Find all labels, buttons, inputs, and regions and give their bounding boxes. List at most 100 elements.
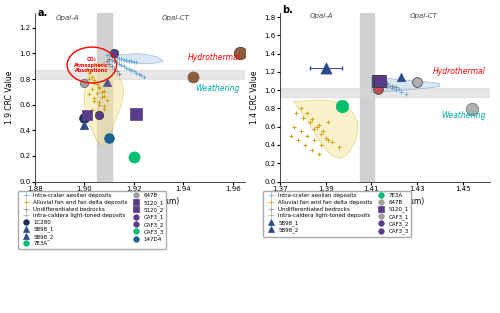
- Point: [397, 75, 405, 80]
- Text: Weathering: Weathering: [441, 111, 486, 120]
- Point: [378, 82, 386, 87]
- Point: [130, 69, 138, 74]
- Point: [374, 77, 382, 82]
- Point: [100, 106, 108, 111]
- Point: [93, 111, 101, 116]
- Point: [378, 80, 386, 85]
- Point: [128, 59, 136, 64]
- Point: [95, 85, 103, 90]
- Text: Opal-CT: Opal-CT: [410, 13, 438, 19]
- Point: [328, 140, 336, 145]
- Point: [112, 55, 120, 60]
- Point: [322, 135, 330, 140]
- Point: [304, 133, 312, 138]
- Point: [110, 51, 118, 56]
- Point: [301, 142, 309, 147]
- Point: [118, 63, 126, 68]
- Point: [413, 80, 421, 85]
- Point: [108, 54, 116, 59]
- Point: [317, 131, 325, 136]
- Point: [299, 115, 307, 120]
- Point: [90, 98, 98, 103]
- Point: [324, 120, 332, 125]
- Point: [376, 79, 384, 84]
- Point: [290, 124, 298, 129]
- Point: [93, 82, 101, 87]
- Point: [384, 84, 392, 89]
- Point: [80, 123, 88, 128]
- Text: Opal-A: Opal-A: [310, 13, 333, 19]
- Point: [236, 51, 244, 56]
- Point: [86, 92, 94, 97]
- Point: [306, 120, 314, 125]
- Point: [308, 147, 316, 152]
- Point: [100, 93, 108, 98]
- Point: [315, 151, 323, 156]
- Point: [102, 97, 110, 102]
- Point: [112, 60, 120, 65]
- Y-axis label: 1.9 CRC Value: 1.9 CRC Value: [5, 70, 14, 124]
- Point: [137, 73, 145, 78]
- Point: [468, 107, 475, 112]
- Point: [115, 56, 123, 61]
- Point: [88, 107, 96, 112]
- Point: [292, 110, 300, 115]
- Point: [397, 90, 405, 95]
- Point: [132, 70, 140, 75]
- Point: [88, 87, 96, 92]
- Point: [90, 80, 98, 85]
- Point: [128, 59, 136, 64]
- Y-axis label: 1.4 CRC Value: 1.4 CRC Value: [250, 70, 259, 124]
- Point: [120, 57, 128, 62]
- Point: [376, 77, 384, 82]
- Point: [130, 60, 138, 65]
- Point: [118, 56, 126, 61]
- Polygon shape: [294, 100, 358, 159]
- Point: [296, 106, 304, 111]
- Text: Hydrothermal: Hydrothermal: [188, 53, 240, 62]
- Point: [312, 124, 320, 129]
- Point: [310, 126, 318, 131]
- Point: [376, 78, 384, 83]
- Point: [102, 52, 110, 57]
- Point: [110, 66, 118, 71]
- Bar: [280, 88, 490, 97]
- Point: [374, 87, 382, 92]
- Point: [102, 59, 110, 64]
- Point: [374, 80, 382, 85]
- Bar: [360, 13, 374, 182]
- Point: [372, 78, 380, 83]
- Point: [100, 88, 108, 93]
- Point: [370, 79, 378, 84]
- Point: [392, 85, 400, 90]
- Legend: Intra-crater aeolian deposits, Alluvial fan and fan delta deposits, Undifferenti: Intra-crater aeolian deposits, Alluvial …: [263, 191, 412, 237]
- Point: [86, 77, 94, 82]
- Polygon shape: [106, 54, 164, 64]
- Point: [105, 56, 113, 61]
- Point: [112, 69, 120, 74]
- Point: [288, 133, 296, 138]
- Point: [100, 104, 108, 109]
- Point: [304, 110, 312, 115]
- Point: [93, 110, 101, 115]
- Point: [294, 138, 302, 143]
- Point: [132, 111, 140, 116]
- Text: CO₂
Atmospheric
Absorptions: CO₂ Atmospheric Absorptions: [74, 57, 109, 73]
- Point: [322, 66, 330, 71]
- Point: [386, 83, 394, 88]
- Point: [336, 144, 344, 149]
- Point: [306, 120, 314, 125]
- Text: Hydrothermal: Hydrothermal: [432, 67, 486, 76]
- Point: [310, 138, 318, 143]
- Point: [308, 117, 316, 122]
- Point: [125, 59, 133, 64]
- Point: [95, 84, 103, 89]
- X-axis label: Band Minimum (μm): Band Minimum (μm): [101, 197, 179, 206]
- Point: [376, 80, 384, 85]
- Point: [83, 112, 91, 117]
- Point: [390, 85, 398, 90]
- Point: [90, 78, 98, 83]
- Point: [120, 64, 128, 69]
- Point: [90, 96, 98, 101]
- Point: [110, 55, 118, 60]
